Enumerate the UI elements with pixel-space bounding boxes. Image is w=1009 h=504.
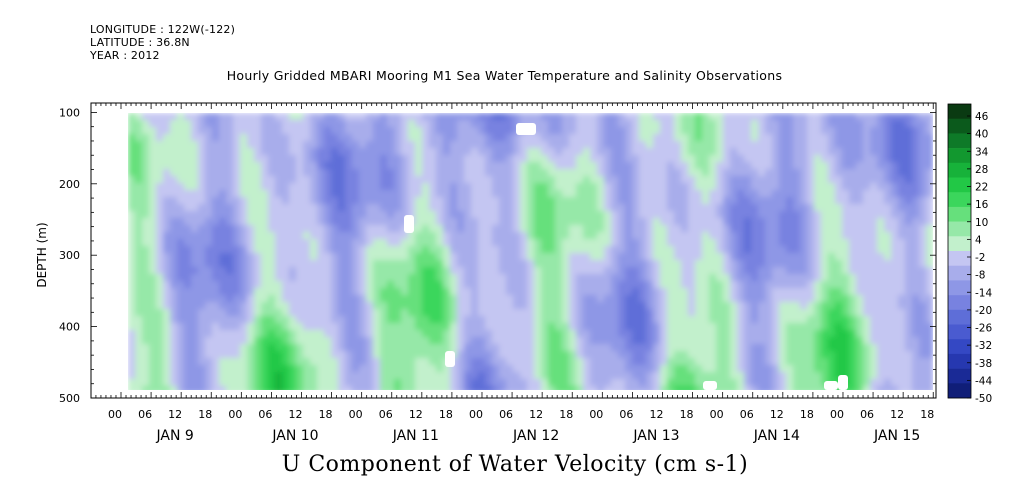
colorbar-label: 22: [975, 182, 988, 194]
x-tick-label: 12: [168, 408, 182, 421]
axis-ticks: [91, 103, 936, 399]
colorbar-label: 46: [975, 111, 989, 123]
colorbar-label: -14: [975, 287, 992, 299]
colorbar-swatch: [948, 251, 971, 266]
plot-frame: [90, 102, 937, 399]
day-label: JAN 12: [512, 428, 559, 444]
colorbar-swatch: [948, 192, 971, 208]
x-tick-label: 00: [710, 408, 724, 421]
day-label: JAN 13: [632, 428, 679, 444]
x-axis-title: U Component of Water Velocity (cm s-1): [281, 452, 749, 477]
x-tick-label: 18: [198, 408, 212, 421]
heatmap-field: [128, 113, 933, 390]
colorbar-swatch: [948, 177, 971, 193]
x-tick-label: 06: [379, 408, 393, 421]
colorbar-swatch: [948, 309, 971, 325]
colorbar-swatch: [948, 162, 971, 178]
y-tick-label: 200: [59, 178, 80, 191]
x-tick-label: 12: [409, 408, 423, 421]
x-tick-label: 12: [529, 408, 543, 421]
colorbar-label: 28: [975, 164, 988, 176]
x-tick-label: 12: [288, 408, 302, 421]
colorbar-swatch: [948, 339, 971, 355]
colorbar: 46 40 34 28 22 16 10 4 -2 -8 -14 -20 -26 -32 -38 -44 -50: [947, 103, 992, 405]
colorbar-swatch: [948, 236, 971, 252]
x-tick-label: 12: [770, 408, 784, 421]
x-tick-label: 00: [349, 408, 363, 421]
colorbar-label: -26: [975, 323, 992, 335]
colorbar-swatch: [948, 368, 971, 384]
colorbar-label: -44: [975, 375, 992, 387]
colorbar-label: -50: [975, 393, 992, 405]
colorbar-swatch: [948, 383, 971, 399]
colorbar-swatch: [948, 206, 971, 222]
colorbar-swatch: [948, 295, 971, 311]
colorbar-label: -32: [975, 340, 992, 352]
chart-title: Hourly Gridded MBARI Mooring M1 Sea Wate…: [226, 68, 783, 83]
colorbar-swatch: [948, 221, 971, 237]
colorbar-swatch: [948, 104, 971, 119]
colorbar-label: 10: [975, 217, 988, 229]
y-tick-label: 500: [59, 392, 80, 405]
colorbar-swatch: [948, 353, 971, 369]
day-label: JAN 10: [271, 428, 318, 444]
y-tick-labels: 100 200 300 400 500: [59, 106, 80, 405]
x-day-labels: JAN 9 JAN 10 JAN 11 JAN 12 JAN 13 JAN 14 JAN 1…: [156, 428, 921, 444]
x-tick-label: 18: [800, 408, 814, 421]
x-tick-label: 06: [258, 408, 272, 421]
x-tick-label: 00: [228, 408, 242, 421]
x-tick-label: 18: [920, 408, 934, 421]
x-tick-label: 06: [619, 408, 633, 421]
colorbar-swatch: [948, 324, 971, 340]
latitude-label: LATITUDE : 36.8N: [90, 36, 190, 49]
colorbar-label: 40: [975, 129, 988, 141]
colorbar-swatch: [948, 148, 971, 164]
x-tick-label: 18: [559, 408, 573, 421]
colorbar-label: -2: [975, 252, 985, 264]
y-tick-label: 100: [59, 106, 80, 119]
colorbar-swatch: [948, 280, 971, 296]
day-label: JAN 14: [753, 428, 800, 444]
x-tick-label: 06: [499, 408, 513, 421]
x-hour-labels: 00 06 12 18 00 06 12 18 00 06 12 18 00 06 12 18 00 06 12 18…: [108, 408, 934, 421]
x-tick-label: 00: [589, 408, 603, 421]
longitude-label: LONGITUDE : 122W(-122): [90, 23, 236, 36]
colorbar-label: 16: [975, 199, 989, 211]
x-tick-label: 06: [138, 408, 152, 421]
x-tick-label: 12: [649, 408, 663, 421]
x-tick-label: 12: [890, 408, 904, 421]
y-tick-label: 400: [59, 321, 80, 334]
x-tick-label: 00: [108, 408, 122, 421]
x-tick-label: 00: [469, 408, 483, 421]
colorbar-label: -20: [975, 305, 992, 317]
year-label: YEAR : 2012: [90, 49, 160, 62]
x-tick-label: 18: [439, 408, 453, 421]
x-tick-label: 18: [680, 408, 694, 421]
colorbar-swatch: [948, 133, 971, 149]
x-tick-label: 18: [319, 408, 333, 421]
y-tick-label: 300: [59, 249, 80, 262]
x-tick-label: 00: [830, 408, 844, 421]
y-axis-label: DEPTH (m): [35, 222, 49, 287]
colorbar-label: 34: [975, 146, 989, 158]
colorbar-label: 4: [975, 234, 982, 246]
x-tick-label: 06: [860, 408, 874, 421]
day-label: JAN 11: [392, 428, 439, 444]
day-label: JAN 15: [873, 428, 920, 444]
x-tick-label: 06: [740, 408, 754, 421]
day-label: JAN 9: [156, 428, 194, 444]
colorbar-swatch: [948, 265, 971, 281]
colorbar-label: -38: [975, 358, 992, 370]
colorbar-swatch: [948, 118, 971, 134]
colorbar-label: -8: [975, 270, 985, 282]
